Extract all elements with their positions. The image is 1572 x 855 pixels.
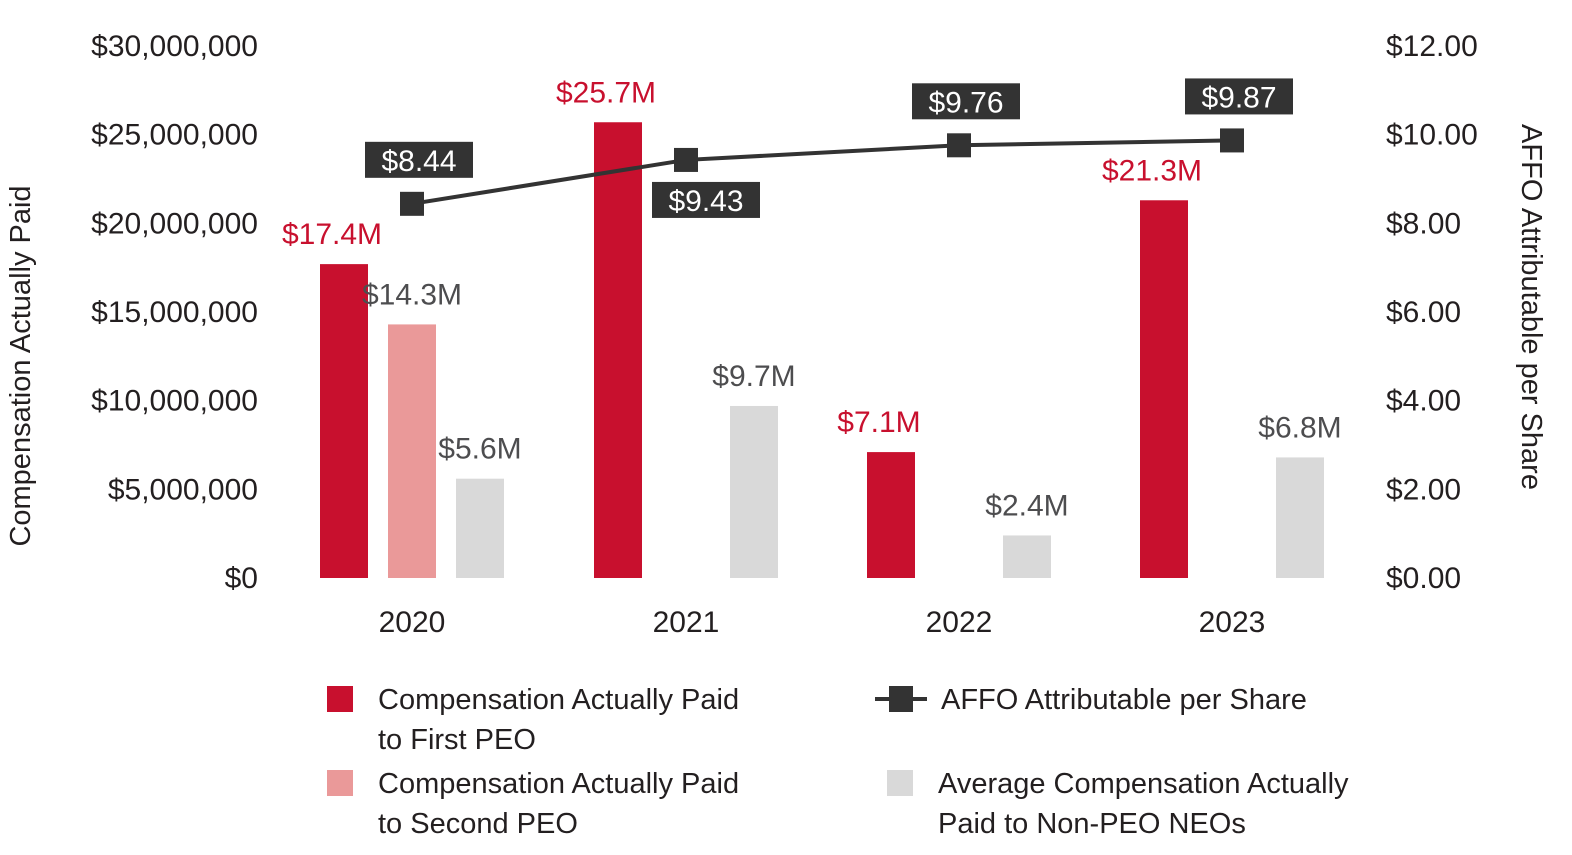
legend-label-second-peo: Compensation Actually Paid to Second PEO [378, 768, 740, 840]
bar [594, 122, 642, 579]
legend-swatch-affo [875, 686, 927, 712]
affo-marker [1220, 128, 1244, 153]
y2-tick-label: $8.00 [1386, 207, 1461, 240]
affo-marker [400, 191, 424, 216]
legend-label-affo: AFFO Attributable per Share [941, 684, 1307, 716]
y-tick-label: $0 [225, 562, 258, 595]
bar-value-label: $7.1M [837, 406, 920, 439]
bar-value-label: $25.7M [556, 76, 656, 109]
affo-label-box [652, 181, 760, 218]
y-tick-label: $15,000,000 [91, 296, 258, 329]
legend-label-first-peo: Compensation Actually Paid to First PEO [378, 684, 740, 756]
bar [1276, 457, 1324, 578]
y2-axis-ticks: $0.00 $2.00 $4.00 $6.00 $8.00 $10.00 $12.00 [1386, 30, 1478, 595]
legend-swatch-non-peo [887, 770, 913, 796]
affo-value-label: $9.43 [668, 185, 743, 218]
legend-swatch-first-peo [327, 686, 353, 712]
x-tick-label: 2022 [926, 606, 993, 639]
bar [1003, 535, 1051, 578]
bar-value-label: $14.3M [362, 278, 462, 311]
y-tick-label: $5,000,000 [108, 473, 258, 506]
y-axis-ticks: $0 $5,000,000 $10,000,000 $15,000,000 $20,00… [91, 30, 258, 595]
y2-tick-label: $12.00 [1386, 30, 1478, 63]
y2-tick-label: $2.00 [1386, 473, 1461, 506]
bar-value-label: $21.3M [1102, 154, 1202, 187]
y2-axis-title: AFFO Attributable per Share [1515, 124, 1547, 490]
y-tick-label: $30,000,000 [91, 30, 258, 63]
x-tick-label: 2021 [653, 606, 720, 639]
y-tick-label: $25,000,000 [91, 119, 258, 152]
affo-value-label: $9.87 [1201, 81, 1276, 114]
bar [456, 478, 504, 578]
y-axis-title: Compensation Actually Paid [5, 185, 37, 546]
bar-value-label: $2.4M [985, 489, 1068, 522]
y2-tick-label: $0.00 [1386, 562, 1461, 595]
x-tick-label: 2020 [379, 606, 446, 639]
x-axis-ticks: 2020 2021 2022 2023 [379, 606, 1266, 639]
y2-tick-label: $10.00 [1386, 119, 1478, 152]
bar [1140, 200, 1188, 578]
legend-swatch-affo-marker [889, 686, 913, 712]
affo-label-box [365, 141, 473, 178]
affo-line: $8.44 $9.43 $9.76 $9.87 [365, 78, 1293, 218]
bar-value-label: $6.8M [1258, 411, 1341, 444]
bar-value-label: $9.7M [712, 360, 795, 393]
affo-marker [947, 133, 971, 158]
affo-value-label: $9.76 [928, 86, 1003, 119]
bar [730, 405, 778, 578]
bars [320, 122, 1324, 579]
affo-value-label: $8.44 [381, 145, 456, 178]
y2-tick-label: $4.00 [1386, 385, 1461, 418]
legend-swatch-second-peo [327, 770, 353, 796]
x-tick-label: 2023 [1199, 606, 1266, 639]
affo-label-box [912, 83, 1020, 120]
bar-value-label: $5.6M [438, 433, 521, 466]
y-tick-label: $10,000,000 [91, 385, 258, 418]
bar-value-label: $17.4M [282, 218, 382, 251]
bar [320, 264, 368, 578]
affo-marker [674, 147, 698, 172]
chart: $0 $5,000,000 $10,000,000 $15,000,000 $20,00… [5, 30, 1547, 639]
affo-line-path [411, 138, 1233, 206]
bar-labels: $17.4M $25.7M $7.1M $21.3M $14.3M $5.6M $9.7M $… [282, 76, 1342, 522]
bar [388, 324, 436, 578]
y-tick-label: $20,000,000 [91, 207, 258, 240]
legend-label-non-peo: Average Compensation Actually Paid to No… [938, 768, 1349, 840]
affo-label-box [1185, 78, 1293, 115]
y2-tick-label: $6.00 [1386, 296, 1461, 329]
bar [867, 452, 915, 578]
